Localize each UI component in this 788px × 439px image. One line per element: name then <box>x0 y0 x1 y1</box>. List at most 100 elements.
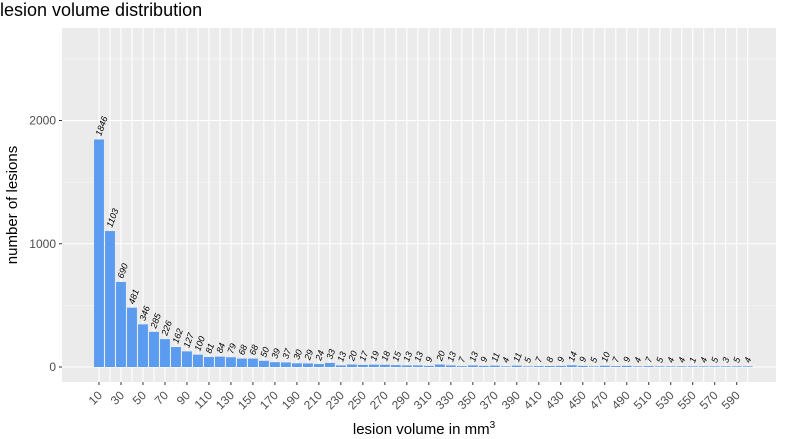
bar <box>160 339 170 367</box>
data-label: 79 <box>225 342 238 355</box>
bar <box>390 365 401 367</box>
data-label: 8 <box>544 356 555 364</box>
bar <box>643 366 654 367</box>
data-label: 13 <box>445 350 458 363</box>
bar <box>127 307 137 367</box>
x-tick-label: 30 <box>108 388 128 408</box>
data-label: 7 <box>610 355 621 364</box>
x-tick-label: 70 <box>152 388 172 408</box>
x-tick-label: 390 <box>499 388 523 412</box>
data-label: 5 <box>654 355 665 364</box>
bar <box>665 366 676 367</box>
data-label: 20 <box>346 349 359 363</box>
data-label: 4 <box>632 356 643 364</box>
x-tick-label: 370 <box>477 388 501 412</box>
data-label: 4 <box>698 356 709 364</box>
x-tick-label: 450 <box>565 388 589 412</box>
data-label: 50 <box>258 346 271 359</box>
bar <box>214 356 225 367</box>
bar <box>182 351 192 367</box>
data-label: 84 <box>214 341 227 354</box>
x-tick-label: 150 <box>235 388 259 412</box>
x-tick-label: 250 <box>345 388 369 412</box>
bar <box>116 281 126 367</box>
x-tick-label: 410 <box>521 388 545 412</box>
bar <box>478 365 489 367</box>
data-label: 5 <box>522 355 533 364</box>
bar <box>313 364 324 367</box>
bars <box>94 139 753 367</box>
bar <box>489 365 500 367</box>
data-label: 81 <box>203 342 216 355</box>
x-tick-label: 570 <box>697 388 721 412</box>
x-tick-label: 530 <box>653 388 677 412</box>
bar <box>599 365 610 367</box>
data-label: 7 <box>456 355 467 364</box>
data-label: 1 <box>687 356 698 364</box>
data-label: 10 <box>599 351 612 364</box>
bar <box>94 139 104 367</box>
bar <box>236 358 247 367</box>
data-label: 14 <box>566 350 579 363</box>
plot-panel <box>62 28 776 382</box>
data-label: 39 <box>269 347 282 360</box>
data-label: 17 <box>357 349 370 363</box>
bar <box>280 362 291 367</box>
y-tick-label: 0 <box>49 360 56 374</box>
bar <box>577 365 588 367</box>
x-tick-label: 270 <box>367 388 391 412</box>
bar <box>610 366 621 367</box>
x-tick-label: 170 <box>257 388 281 412</box>
data-label: 24 <box>313 349 326 363</box>
bar <box>379 364 390 367</box>
bar <box>105 231 115 367</box>
x-axis: 10 30 50 70 90110130150170190210230250270290… <box>86 382 743 412</box>
bar <box>621 365 632 367</box>
bar <box>324 362 335 367</box>
bar <box>434 364 445 367</box>
bar <box>204 357 214 367</box>
data-label: 346 <box>137 304 152 322</box>
bar <box>467 365 478 367</box>
bar <box>522 366 533 367</box>
data-label: 30 <box>291 348 304 361</box>
x-tick-label: 10 <box>86 388 106 408</box>
bar <box>258 360 269 367</box>
x-tick-label: 130 <box>213 388 237 412</box>
bar <box>456 366 467 367</box>
bar <box>368 364 379 367</box>
bar <box>346 364 357 367</box>
bar <box>687 366 698 367</box>
data-label: 68 <box>247 343 260 356</box>
data-label: 20 <box>434 349 447 363</box>
y-axis-title: number of lesions <box>4 146 21 264</box>
data-label: 4 <box>665 356 676 364</box>
bar <box>676 366 687 367</box>
data-label: 13 <box>335 350 348 363</box>
data-label: 162 <box>170 327 185 345</box>
bar <box>555 365 566 367</box>
bar <box>412 365 423 367</box>
data-label: 13 <box>401 350 414 363</box>
x-tick-label: 550 <box>675 388 699 412</box>
bar <box>171 347 181 367</box>
bar <box>742 366 753 367</box>
x-tick-label: 310 <box>411 388 435 412</box>
x-tick-label: 110 <box>192 388 216 412</box>
bar <box>445 365 456 367</box>
data-label: 9 <box>621 355 632 363</box>
x-tick-label: 350 <box>455 388 479 412</box>
data-label: 9 <box>478 355 489 363</box>
data-label: 7 <box>643 355 654 364</box>
data-label: 33 <box>324 348 337 361</box>
bar <box>302 363 313 367</box>
x-tick-label: 590 <box>719 388 743 412</box>
data-label: 690 <box>115 262 130 280</box>
bar <box>720 366 731 367</box>
data-label: 9 <box>577 355 588 363</box>
bar <box>423 365 434 367</box>
data-label: 68 <box>236 343 249 356</box>
bar <box>533 366 544 367</box>
data-label: 9 <box>423 355 434 363</box>
bar <box>247 358 258 367</box>
